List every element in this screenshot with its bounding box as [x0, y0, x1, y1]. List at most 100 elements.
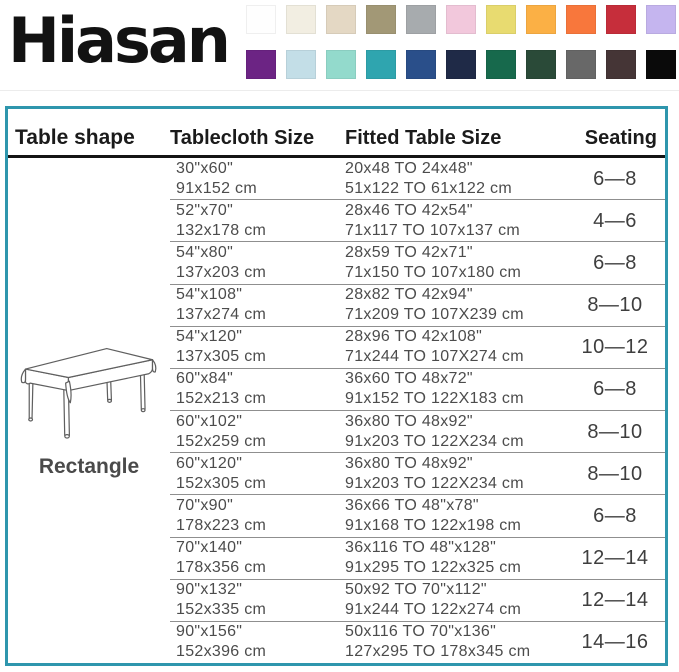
fitted-size-inches: 36x80 TO 48x92" — [345, 454, 473, 472]
color-swatch-brown — [606, 50, 636, 79]
tablecloth-size-inches: 70"x140" — [176, 539, 243, 557]
tablecloth-size-cm: 152x335 cm — [176, 601, 267, 619]
tablecloth-size-inches: 60"x120" — [176, 454, 243, 472]
table-shape-cell: Rectangle — [8, 158, 170, 663]
tablecloth-size-cm: 152x305 cm — [176, 474, 267, 492]
table-row: 90"x156" 152x396 cm 50x116 TO 70"x136" 1… — [170, 622, 665, 663]
tablecloth-size-cm: 137x305 cm — [176, 348, 267, 366]
fitted-size-cm: 91x244 TO 122x274 cm — [345, 601, 522, 619]
color-swatch-grid — [246, 5, 676, 79]
color-swatch-dark-green — [526, 50, 556, 79]
color-swatch-purple — [246, 50, 276, 79]
color-swatch-red — [606, 5, 636, 34]
table-header-row: Table shape Tablecloth Size Fitted Table… — [8, 109, 665, 158]
table-row: 54"x108" 137x274 cm 28x82 TO 42x94" 71x2… — [170, 285, 665, 327]
tablecloth-size-cm: 137x274 cm — [176, 306, 267, 324]
tablecloth-size-inches: 30"x60" — [176, 159, 234, 177]
seating-capacity: 6—8 — [593, 378, 637, 401]
seating-capacity: 12—14 — [581, 589, 649, 612]
table-row: 54"x80" 137x203 cm 28x59 TO 42x71" 71x15… — [170, 242, 665, 285]
color-swatch-lavender — [646, 5, 676, 34]
tablecloth-size-inches: 90"x156" — [176, 623, 243, 641]
table-body: Rectangle 30"x60" 91x152 cm 20x48 TO 24x… — [8, 158, 665, 663]
color-swatch-beige — [326, 5, 356, 34]
seating-capacity: 10—12 — [581, 336, 649, 359]
tablecloth-size-inches: 52"x70" — [176, 201, 234, 219]
swatch-row-top — [246, 5, 676, 34]
fitted-size-cm: 71x209 TO 107X239 cm — [345, 306, 524, 324]
rectangle-tablecloth-illustration — [20, 347, 157, 439]
fitted-size-cm: 71x117 TO 107x137 cm — [345, 221, 520, 239]
fitted-size-inches: 36x116 TO 48"x128" — [345, 539, 497, 557]
fitted-size-inches: 50x92 TO 70"x112" — [345, 581, 487, 599]
table-row: 30"x60" 91x152 cm 20x48 TO 24x48" 51x122… — [170, 158, 665, 201]
fitted-size-cm: 91x152 TO 122X183 cm — [345, 390, 524, 408]
table-row: 60"x120" 152x305 cm 36x80 TO 48x92" 91x2… — [170, 453, 665, 496]
fitted-size-cm: 91x168 TO 122x198 cm — [345, 516, 522, 534]
size-chart-table: Table shape Tablecloth Size Fitted Table… — [5, 106, 668, 666]
fitted-size-inches: 20x48 TO 24x48" — [345, 159, 473, 177]
fitted-size-cm: 51x122 TO 61x122 cm — [345, 179, 512, 197]
color-swatch-yellow — [486, 5, 516, 34]
column-header-table-shape: Table shape — [15, 126, 135, 149]
size-rows: 30"x60" 91x152 cm 20x48 TO 24x48" 51x122… — [170, 158, 665, 663]
column-header-tablecloth-size: Tablecloth Size — [170, 127, 315, 149]
column-header-fitted-table-size: Fitted Table Size — [345, 127, 502, 149]
tablecloth-size-inches: 54"x120" — [176, 328, 243, 346]
color-swatch-orange — [566, 5, 596, 34]
fitted-size-inches: 50x116 TO 70"x136" — [345, 623, 497, 641]
table-row: 90"x132" 152x335 cm 50x92 TO 70"x112" 91… — [170, 580, 665, 622]
fitted-size-inches: 36x80 TO 48x92" — [345, 412, 473, 430]
color-swatch-grey — [406, 5, 436, 34]
fitted-size-inches: 36x60 TO 48x72" — [345, 370, 473, 388]
fitted-size-cm: 71x150 TO 107x180 cm — [345, 263, 522, 281]
tablecloth-size-inches: 60"x84" — [176, 370, 234, 388]
seating-capacity: 6—8 — [593, 167, 637, 190]
tablecloth-size-inches: 70"x90" — [176, 496, 234, 514]
color-swatch-light-blue — [286, 50, 316, 79]
brand-logo: Hiasan — [8, 4, 231, 77]
tablecloth-size-cm: 132x178 cm — [176, 221, 267, 239]
tablecloth-size-cm: 152x213 cm — [176, 390, 267, 408]
tablecloth-size-cm: 178x356 cm — [176, 559, 267, 577]
shape-label: Rectangle — [38, 455, 140, 478]
color-swatch-blue — [406, 50, 436, 79]
seating-capacity: 14—16 — [581, 631, 649, 654]
fitted-size-inches: 28x59 TO 42x71" — [345, 243, 473, 261]
section-divider — [0, 90, 679, 91]
color-swatch-white — [246, 5, 276, 34]
seating-capacity: 8—10 — [587, 294, 643, 317]
seating-capacity: 8—10 — [587, 420, 643, 443]
color-swatch-teal — [366, 50, 396, 79]
table-row: 52"x70" 132x178 cm 28x46 TO 42x54" 71x11… — [170, 200, 665, 243]
fitted-size-inches: 28x82 TO 42x94" — [345, 286, 473, 304]
fitted-size-cm: 91x203 TO 122X234 cm — [345, 474, 524, 492]
fitted-size-inches: 28x46 TO 42x54" — [345, 201, 473, 219]
table-row: 70"x90" 178x223 cm 36x66 TO 48"x78" 91x1… — [170, 495, 665, 538]
fitted-size-cm: 91x203 TO 122X234 cm — [345, 432, 524, 450]
fitted-size-inches: 36x66 TO 48"x78" — [345, 496, 479, 514]
color-swatch-black — [646, 50, 676, 79]
table-row: 54"x120" 137x305 cm 28x96 TO 42x108" 71x… — [170, 327, 665, 369]
table-row: 60"x84" 152x213 cm 36x60 TO 48x72" 91x15… — [170, 369, 665, 412]
tablecloth-size-inches: 54"x80" — [176, 243, 234, 261]
color-swatch-pink — [446, 5, 476, 34]
color-swatch-dark-grey — [566, 50, 596, 79]
seating-capacity: 4—6 — [593, 209, 637, 232]
swatch-row-bottom — [246, 50, 676, 79]
column-header-seating: Seating — [584, 127, 657, 149]
tablecloth-size-inches: 90"x132" — [176, 581, 243, 599]
tablecloth-size-cm: 152x396 cm — [176, 643, 267, 661]
color-swatch-marigold — [526, 5, 556, 34]
table-row: 60"x102" 152x259 cm 36x80 TO 48x92" 91x2… — [170, 411, 665, 454]
fitted-size-cm: 71x244 TO 107X274 cm — [345, 348, 524, 366]
tablecloth-size-inches: 54"x108" — [176, 286, 243, 304]
fitted-size-inches: 28x96 TO 42x108" — [345, 328, 483, 346]
color-swatch-navy — [446, 50, 476, 79]
table-row: 70"x140" 178x356 cm 36x116 TO 48"x128" 9… — [170, 538, 665, 580]
color-swatch-aqua — [326, 50, 356, 79]
fitted-size-cm: 91x295 TO 122x325 cm — [345, 559, 522, 577]
seating-capacity: 12—14 — [581, 547, 649, 570]
seating-capacity: 8—10 — [587, 462, 643, 485]
